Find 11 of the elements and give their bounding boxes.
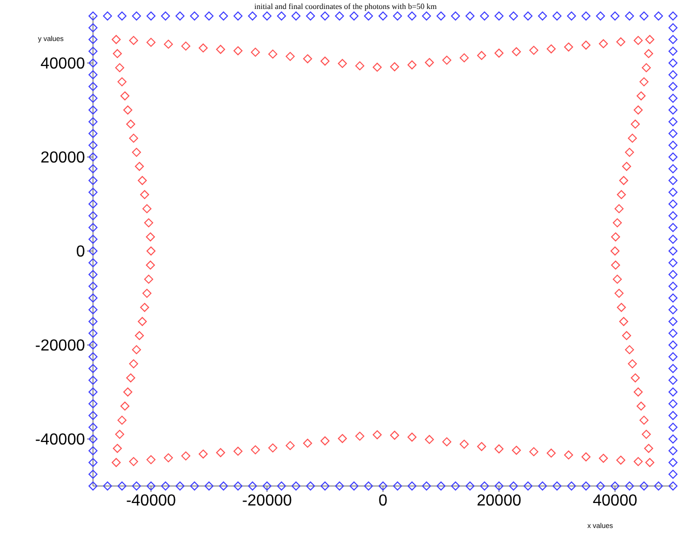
x-tick-label: -20000 <box>242 492 292 510</box>
y-tick-label: -40000 <box>35 432 86 449</box>
y-tick-label: 20000 <box>40 150 86 167</box>
x-tick-label: 20000 <box>476 492 522 510</box>
chart-title: initial and final coordinates of the photons with b=50 km <box>253 2 438 11</box>
y-tick-label: 0 <box>76 244 86 261</box>
x-tick-label: 40000 <box>592 492 638 510</box>
y-tick-label: -20000 <box>35 338 86 355</box>
y-tick-label: 40000 <box>40 56 86 73</box>
x-tick-label: 0 <box>378 492 388 510</box>
x-tick-label: -40000 <box>126 492 176 510</box>
